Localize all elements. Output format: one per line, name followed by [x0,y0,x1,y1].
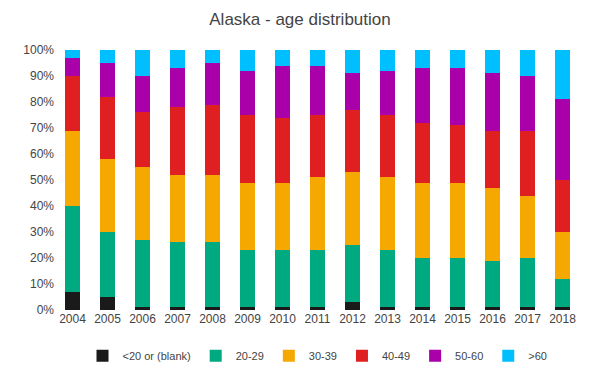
svg-text:2015: 2015 [444,312,471,326]
svg-text:40%: 40% [30,199,54,213]
svg-text:20-29: 20-29 [236,350,264,362]
svg-text:20%: 20% [30,251,54,265]
svg-text:50%: 50% [30,173,54,187]
svg-text:2004: 2004 [59,312,86,326]
svg-text:50-60: 50-60 [455,350,483,362]
svg-text:2014: 2014 [409,312,436,326]
svg-text:2018: 2018 [549,312,576,326]
svg-text:2012: 2012 [339,312,366,326]
svg-text:Alaska - age distribution: Alaska - age distribution [209,10,390,29]
svg-text:10%: 10% [30,277,54,291]
svg-text:>60: >60 [528,350,547,362]
svg-text:0%: 0% [37,303,55,317]
svg-text:60%: 60% [30,147,54,161]
svg-text:2009: 2009 [234,312,261,326]
svg-text:2011: 2011 [305,312,331,326]
svg-text:70%: 70% [30,121,54,135]
svg-text:2006: 2006 [129,312,156,326]
svg-text:40-49: 40-49 [382,350,410,362]
svg-text:2016: 2016 [479,312,506,326]
svg-text:100%: 100% [23,43,54,57]
svg-text:30-39: 30-39 [309,350,337,362]
svg-text:2007: 2007 [164,312,191,326]
svg-text:2005: 2005 [94,312,121,326]
svg-text:2017: 2017 [514,312,541,326]
svg-text:2013: 2013 [374,312,401,326]
svg-text:2010: 2010 [269,312,296,326]
svg-text:<20 or (blank): <20 or (blank) [123,350,191,362]
svg-text:2008: 2008 [199,312,226,326]
svg-text:80%: 80% [30,95,54,109]
svg-text:30%: 30% [30,225,54,239]
svg-text:90%: 90% [30,69,54,83]
